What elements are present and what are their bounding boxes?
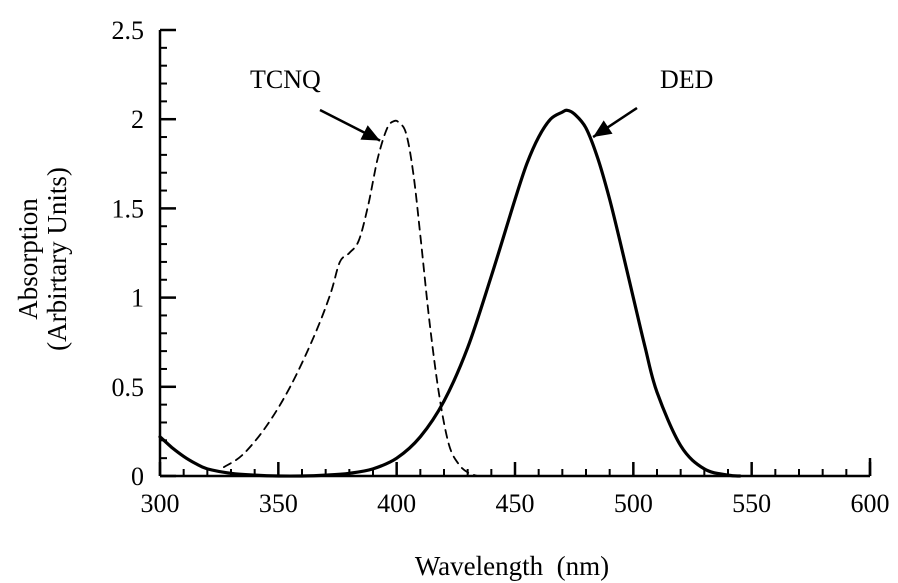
x-tick-label: 300 [141,489,180,518]
x-axis-label: Wavelength (nm) [415,551,609,581]
y-tick-label: 0.5 [112,373,145,402]
y-tick-label: 1.5 [112,194,145,223]
annotation-arrowhead-tcnq [360,125,381,141]
y-tick-label: 1 [131,284,144,313]
annotation-label-tcnq: TCNQ [250,65,321,94]
x-tick-label: 600 [851,489,890,518]
tick-marks [158,28,872,478]
tick-labels: 300 350 400 450 500 550 600 0 0.5 1 1.5 2 2.5 [112,16,890,518]
y-tick-label: 2 [131,105,144,134]
x-tick-label: 550 [732,489,771,518]
x-tick-label: 450 [496,489,535,518]
x-tick-label: 500 [614,489,653,518]
series-line-tcnq [223,119,478,477]
y-axis-label-line-2: (Arbirtary Units) [42,167,72,351]
y-tick-label: 2.5 [112,16,145,45]
annotation-arrowhead-ded [593,120,613,138]
axes [158,30,872,478]
annotations: TCNQ DED [250,65,713,142]
x-tick-label: 350 [259,489,298,518]
y-axis-label-line-1: Absorption [13,198,43,320]
y-tick-label: 0 [131,462,144,491]
annotation-label-ded: DED [660,65,713,94]
series-line-ded [158,108,742,478]
series-layer [158,108,742,478]
x-tick-label: 400 [377,489,416,518]
